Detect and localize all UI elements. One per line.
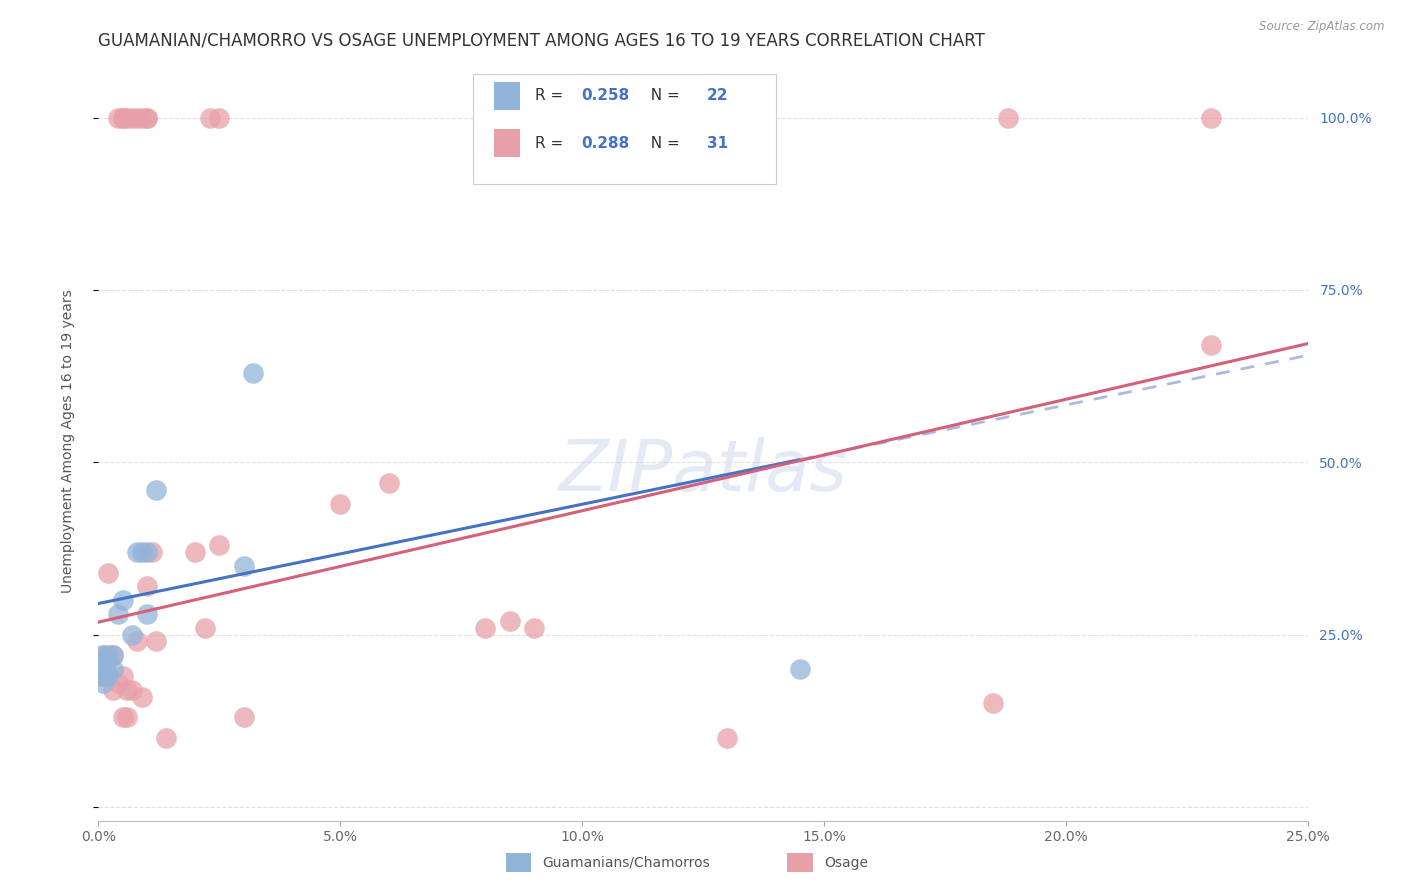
Point [135, 111, 157, 125]
Point [91, 648, 114, 663]
Point [111, 111, 134, 125]
Point [474, 621, 496, 635]
Text: Guamanians/Chamorros: Guamanians/Chamorros [543, 855, 710, 870]
Point [127, 545, 149, 559]
Point [111, 669, 134, 683]
Point [131, 111, 153, 125]
Text: 22: 22 [707, 88, 728, 103]
Point [121, 111, 143, 125]
Point [135, 607, 157, 621]
Point [194, 621, 217, 635]
Point [135, 545, 157, 559]
Point [91, 648, 114, 663]
Point [91, 675, 114, 690]
Point [101, 648, 124, 663]
FancyBboxPatch shape [494, 128, 520, 158]
Point [145, 483, 167, 497]
FancyBboxPatch shape [494, 81, 520, 111]
Point [498, 614, 520, 628]
Text: 0.288: 0.288 [581, 136, 628, 151]
Point [242, 366, 264, 380]
Point [1199, 338, 1222, 352]
Point [135, 111, 157, 125]
Point [117, 111, 139, 125]
Point [208, 538, 231, 552]
Point [145, 634, 167, 648]
FancyBboxPatch shape [474, 74, 776, 184]
Point [90, 662, 112, 676]
Point [111, 111, 134, 125]
Point [198, 111, 221, 125]
Text: R =: R = [534, 88, 568, 103]
FancyBboxPatch shape [787, 853, 813, 872]
Point [155, 731, 177, 745]
Point [107, 675, 129, 690]
Y-axis label: Unemployment Among Ages 16 to 19 years: Unemployment Among Ages 16 to 19 years [60, 290, 75, 593]
Point [121, 627, 143, 641]
Point [91, 662, 114, 676]
Point [107, 111, 129, 125]
Point [377, 475, 399, 490]
Point [127, 634, 149, 648]
Text: N =: N = [641, 88, 685, 103]
Point [981, 697, 1004, 711]
Point [997, 111, 1019, 125]
Point [135, 579, 157, 593]
Point [111, 710, 134, 724]
Point [716, 731, 738, 745]
Point [94, 662, 117, 676]
Point [232, 710, 254, 724]
Point [97, 669, 120, 683]
Text: ZIPatlas: ZIPatlas [558, 437, 848, 507]
Text: Osage: Osage [824, 855, 868, 870]
Point [1199, 111, 1222, 125]
Point [117, 682, 139, 697]
Point [90, 655, 112, 669]
Point [101, 648, 124, 663]
Point [789, 662, 811, 676]
Point [111, 593, 134, 607]
Text: GUAMANIAN/CHAMORRO VS OSAGE UNEMPLOYMENT AMONG AGES 16 TO 19 YEARS CORRELATION C: GUAMANIAN/CHAMORRO VS OSAGE UNEMPLOYMENT… [98, 31, 986, 49]
Point [208, 111, 231, 125]
Point [329, 497, 352, 511]
Point [131, 545, 153, 559]
Point [127, 111, 149, 125]
Text: R =: R = [534, 136, 568, 151]
Point [117, 710, 139, 724]
FancyBboxPatch shape [506, 853, 531, 872]
Point [232, 558, 254, 573]
Point [101, 662, 124, 676]
Text: 0.258: 0.258 [581, 88, 628, 103]
Text: 31: 31 [707, 136, 728, 151]
Point [97, 566, 120, 580]
Point [91, 669, 114, 683]
Point [131, 690, 153, 704]
Point [121, 682, 143, 697]
Point [141, 545, 163, 559]
Point [107, 607, 129, 621]
Text: Source: ZipAtlas.com: Source: ZipAtlas.com [1260, 20, 1385, 33]
Point [90, 662, 112, 676]
Point [523, 621, 546, 635]
Point [184, 545, 207, 559]
Point [97, 648, 120, 663]
Point [90, 669, 112, 683]
Text: N =: N = [641, 136, 685, 151]
Point [101, 682, 124, 697]
